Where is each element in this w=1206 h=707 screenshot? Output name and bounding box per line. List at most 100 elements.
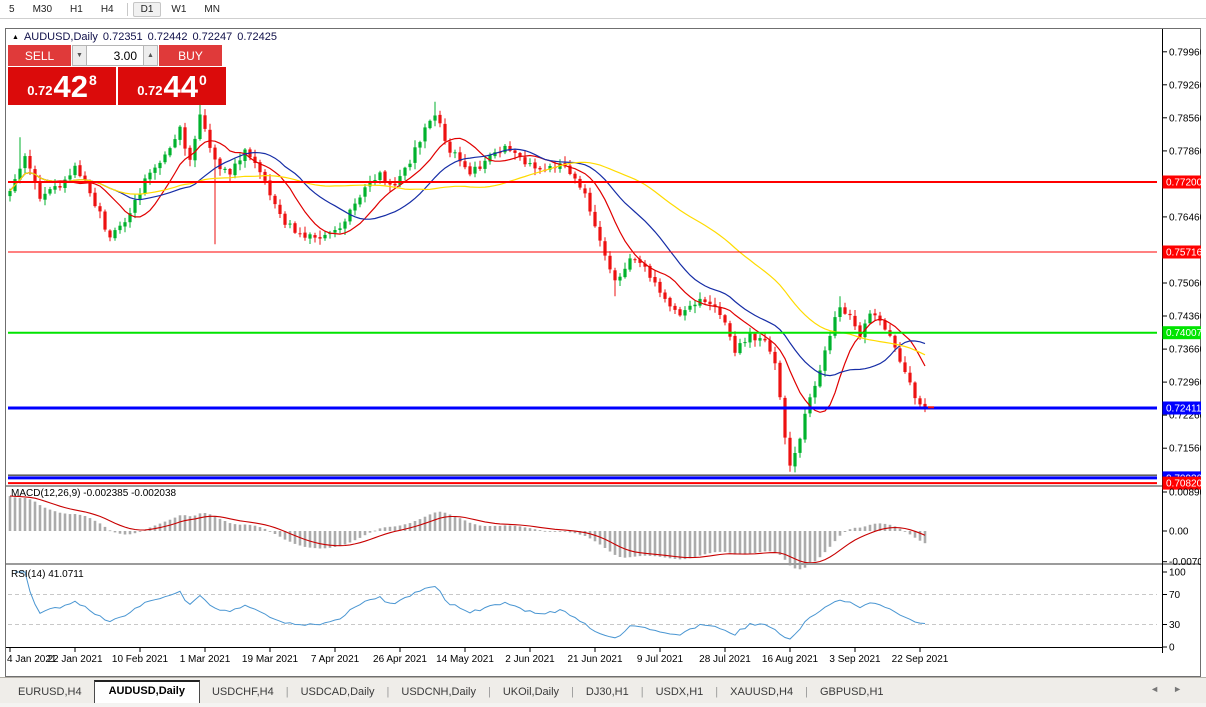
tab-usdx-h1[interactable]: USDX,H1 bbox=[655, 686, 704, 698]
timeframe-button-w1[interactable]: W1 bbox=[171, 3, 187, 15]
tab-separator: | bbox=[715, 686, 719, 698]
trade-controls-row: SELL ▼ ▲ BUY bbox=[8, 45, 226, 66]
svg-text:19 Mar 2021: 19 Mar 2021 bbox=[242, 654, 299, 665]
svg-text:0.008904: 0.008904 bbox=[1169, 488, 1201, 499]
svg-text:22 Sep 2021: 22 Sep 2021 bbox=[892, 654, 949, 665]
sell-button[interactable]: SELL bbox=[8, 45, 71, 66]
chart-tab-bar: EURUSD,H4 AUDUSD,Daily USDCHF,H4 | USDCAD,Da… bbox=[0, 677, 1206, 703]
volume-input[interactable] bbox=[87, 45, 143, 66]
level-price-label bbox=[1162, 245, 1201, 259]
svg-text:-0.00701: -0.00701 bbox=[1169, 557, 1201, 568]
tab-scroll-arrows: ◄► bbox=[1150, 684, 1196, 694]
timeframe-button-h1[interactable]: H1 bbox=[70, 3, 83, 15]
tab-separator: | bbox=[285, 686, 289, 698]
tab-usdcad-daily[interactable]: USDCAD,Daily bbox=[300, 686, 375, 698]
ohlc-high: 0.72442 bbox=[147, 31, 188, 43]
price-axis bbox=[1162, 51, 1167, 482]
rsi-panel bbox=[8, 571, 1157, 640]
timeframe-button-d1[interactable]: D1 bbox=[132, 1, 162, 17]
chart-title: ▲ AUDUSD,Daily 0.72351 0.72442 0.72247 0… bbox=[12, 31, 277, 43]
svg-text:70: 70 bbox=[1169, 590, 1181, 601]
svg-text:22 Jan 2021: 22 Jan 2021 bbox=[47, 654, 102, 665]
timeframe-button-5[interactable]: 5 bbox=[9, 3, 15, 15]
tab-separator: | bbox=[640, 686, 644, 698]
date-axis bbox=[9, 648, 921, 652]
buy-price-button[interactable]: 0.72 44 0 bbox=[118, 67, 226, 105]
svg-text:0.75716: 0.75716 bbox=[1166, 248, 1201, 259]
timeframe-button-h4[interactable]: H4 bbox=[100, 3, 114, 15]
svg-text:1 Mar 2021: 1 Mar 2021 bbox=[180, 654, 231, 665]
chart-symbol: AUDUSD,Daily bbox=[23, 31, 98, 43]
svg-text:100: 100 bbox=[1169, 568, 1186, 579]
trade-prices-row: 0.72 42 8 0.72 44 0 bbox=[8, 67, 226, 105]
svg-text:10 Feb 2021: 10 Feb 2021 bbox=[112, 654, 169, 665]
timeframe-button-m30[interactable]: M30 bbox=[32, 3, 53, 15]
volume-decrease-button[interactable]: ▼ bbox=[72, 45, 87, 66]
ohlc-open: 0.72351 bbox=[102, 31, 143, 43]
svg-text:0: 0 bbox=[1169, 643, 1175, 654]
chart-window: 0.799600.792600.785600.778600.771600.764… bbox=[5, 28, 1201, 677]
tab-ukoil-daily[interactable]: UKOil,Daily bbox=[502, 686, 560, 698]
tab-separator: | bbox=[386, 686, 390, 698]
chart-canvas[interactable]: 0.799600.792600.785600.778600.771600.764… bbox=[5, 28, 1201, 677]
svg-text:7 Apr 2021: 7 Apr 2021 bbox=[311, 654, 360, 665]
buy-button[interactable]: BUY bbox=[159, 45, 222, 66]
macd-panel bbox=[8, 495, 927, 570]
svg-text:14 May 2021: 14 May 2021 bbox=[436, 654, 494, 665]
sell-price-prefix: 0.72 bbox=[27, 83, 53, 98]
timeframe-toolbar: 5 M30 H1 H4 D1 W1 MN bbox=[0, 0, 1206, 19]
candles-layer bbox=[8, 100, 927, 473]
svg-text:0.72411: 0.72411 bbox=[1166, 404, 1201, 415]
timeframe-button-mn[interactable]: MN bbox=[204, 3, 220, 15]
buy-price-sup: 0 bbox=[199, 71, 207, 88]
svg-text:16 Aug 2021: 16 Aug 2021 bbox=[762, 654, 819, 665]
collapse-triangle-icon[interactable]: ▲ bbox=[12, 33, 19, 41]
level-price-label bbox=[1162, 476, 1201, 490]
ohlc-low: 0.72247 bbox=[192, 31, 233, 43]
svg-text:0.70820: 0.70820 bbox=[1166, 479, 1201, 490]
ma-line bbox=[9, 137, 926, 413]
tab-usdcnh-daily[interactable]: USDCNH,Daily bbox=[401, 686, 476, 698]
tab-xauusd-h4[interactable]: XAUUSD,H4 bbox=[730, 686, 794, 698]
sell-price-button[interactable]: 0.72 42 8 bbox=[8, 67, 116, 105]
tab-eurusd-h4[interactable]: EURUSD,H4 bbox=[18, 686, 82, 698]
tab-separator: | bbox=[805, 686, 808, 698]
svg-text:26 Apr 2021: 26 Apr 2021 bbox=[373, 654, 427, 665]
svg-text:4 Jan 2021: 4 Jan 2021 bbox=[7, 654, 57, 665]
svg-text:2 Jun 2021: 2 Jun 2021 bbox=[505, 654, 555, 665]
svg-text:3 Sep 2021: 3 Sep 2021 bbox=[829, 654, 881, 665]
level-price-label bbox=[1162, 401, 1201, 415]
level-price-label bbox=[1162, 326, 1201, 340]
tab-dj30-h1[interactable]: DJ30,H1 bbox=[585, 686, 629, 698]
buy-price-prefix: 0.72 bbox=[137, 83, 163, 98]
level-price-label bbox=[1162, 175, 1201, 189]
buy-price-big: 44 bbox=[163, 68, 198, 104]
tab-audusd-daily[interactable]: AUDUSD,Daily bbox=[93, 680, 200, 703]
volume-increase-button[interactable]: ▲ bbox=[143, 45, 158, 66]
svg-text:30: 30 bbox=[1169, 620, 1181, 631]
svg-text:RSI(14) 41.0711: RSI(14) 41.0711 bbox=[11, 569, 84, 580]
svg-text:MACD(12,26,9) -0.002385 -0.002: MACD(12,26,9) -0.002385 -0.002038 bbox=[11, 488, 177, 499]
tab-usdchf-h4[interactable]: USDCHF,H4 bbox=[211, 686, 274, 698]
sell-price-sup: 8 bbox=[89, 71, 97, 88]
toolbar-separator bbox=[126, 2, 128, 16]
tab-separator: | bbox=[487, 686, 491, 698]
svg-text:0.00: 0.00 bbox=[1169, 527, 1189, 538]
sell-price-big: 42 bbox=[53, 68, 88, 104]
ohlc-close: 0.72425 bbox=[237, 31, 277, 43]
svg-text:9 Jul 2021: 9 Jul 2021 bbox=[637, 654, 684, 665]
svg-text:21 Jun 2021: 21 Jun 2021 bbox=[567, 654, 622, 665]
tab-gbpusd-h1[interactable]: GBPUSD,H1 bbox=[819, 686, 884, 698]
svg-text:0.77200: 0.77200 bbox=[1166, 178, 1201, 189]
